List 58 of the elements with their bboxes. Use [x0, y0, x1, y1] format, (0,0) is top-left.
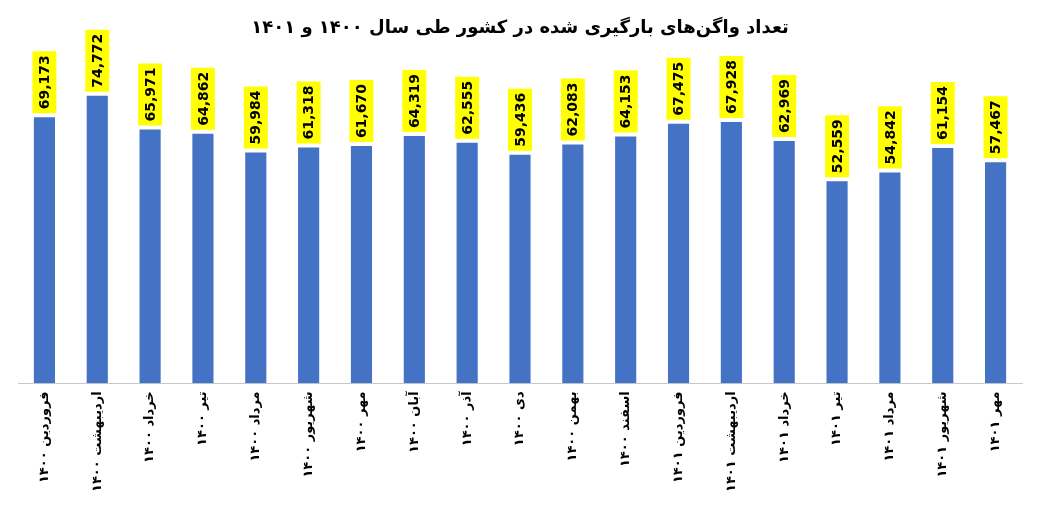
bar	[350, 146, 373, 384]
x-tick-label: فروردین ۱۴۰۱	[669, 391, 685, 484]
data-label: 67,475	[670, 61, 687, 116]
bar	[298, 147, 320, 384]
data-label: 61,318	[300, 85, 317, 140]
bar	[667, 123, 690, 384]
x-tick-label: اردیبهشت ۱۴۰۰	[88, 391, 104, 493]
data-label: 62,969	[775, 79, 792, 134]
x-tick-label: بهمن ۱۴۰۰	[564, 391, 580, 462]
x-tick-label: تیر ۱۴۰۱	[828, 391, 844, 446]
bar	[403, 135, 425, 384]
x-tick-label: اسفند ۱۴۰۰	[617, 391, 633, 468]
data-label: 64,862	[194, 71, 211, 126]
x-tick-label: آبان ۱۴۰۰	[404, 390, 421, 453]
x-tick-label: تیر ۱۴۰۰	[194, 391, 210, 446]
bar	[985, 162, 1007, 384]
x-tick-label: مهر ۱۴۰۱	[986, 391, 1002, 453]
bar	[139, 129, 161, 384]
x-tick-label: شهریور ۱۴۰۱	[934, 391, 950, 478]
x-tick-label: خرداد ۱۴۰۱	[775, 391, 791, 463]
bar	[773, 141, 795, 384]
data-label: 65,971	[141, 67, 158, 122]
x-tick-label: شهریور ۱۴۰۰	[300, 391, 316, 478]
chart-title: تعداد واگن‌های بارگیری شده در کشور طی سال ۱۴۰۰ و ۱۴۰۱	[251, 16, 789, 39]
data-label: 69,173	[36, 55, 53, 110]
data-label: 61,154	[934, 85, 951, 141]
x-tick-label: فروردین ۱۴۰۰	[35, 391, 51, 484]
data-label: 52,559	[828, 119, 845, 174]
data-label: 74,772	[88, 33, 105, 88]
x-tick-label: آذر ۱۴۰۰	[457, 390, 474, 447]
data-label: 61,670	[353, 83, 370, 139]
bar	[509, 154, 531, 384]
data-label: 59,436	[511, 92, 528, 147]
bar	[33, 117, 55, 384]
data-label: 59,984	[247, 90, 264, 145]
data-label: 62,555	[458, 80, 475, 135]
x-tick-label: مهر ۱۴۰۰	[352, 391, 368, 453]
bar	[615, 136, 637, 384]
bar	[245, 152, 267, 384]
bar	[192, 133, 214, 384]
x-tick-label: دی ۱۴۰۰	[511, 391, 527, 447]
x-tick-label: اردیبهشت ۱۴۰۱	[722, 391, 738, 493]
bar	[456, 142, 478, 384]
bar	[562, 144, 584, 384]
x-tick-label: مرداد ۱۴۰۱	[881, 391, 897, 462]
bar	[879, 172, 901, 384]
x-tick-label: مرداد ۱۴۰۰	[247, 391, 263, 462]
data-label: 54,842	[881, 110, 898, 165]
bar	[932, 148, 954, 384]
data-label: 64,153	[617, 74, 634, 129]
data-label: 62,083	[564, 82, 581, 137]
data-label: 67,928	[723, 60, 740, 115]
bar	[720, 122, 742, 384]
bar	[826, 181, 848, 384]
bar	[86, 95, 108, 384]
x-tick-label: خرداد ۱۴۰۰	[141, 391, 157, 463]
data-label: 64,319	[405, 73, 422, 128]
data-label: 57,467	[987, 100, 1004, 155]
